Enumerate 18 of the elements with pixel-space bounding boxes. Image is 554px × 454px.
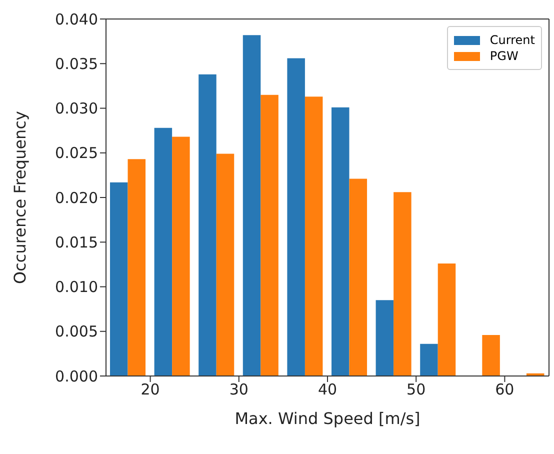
y-tick-label: 0.000 (55, 367, 98, 386)
x-tick-label: 20 (140, 380, 160, 399)
y-tick-label: 0.020 (55, 188, 98, 207)
y-tick-label: 0.030 (55, 100, 98, 118)
x-tick-label: 40 (318, 380, 338, 399)
y-tick-label: 0.025 (55, 144, 98, 162)
y-tick-label: 0.040 (55, 10, 98, 28)
y-tick-label: 0.015 (55, 233, 98, 252)
y-tick-label: 0.005 (55, 322, 98, 341)
y-axis-title: Occurence Frequency (10, 111, 30, 284)
legend-label: Current (490, 33, 535, 47)
x-axis-title: Max. Wind Speed [m/s] (234, 409, 420, 428)
legend-label: PGW (490, 49, 518, 63)
x-tick-label: 30 (229, 380, 248, 399)
x-tick-label: 50 (406, 380, 426, 399)
y-tick-label: 0.035 (55, 54, 98, 73)
y-tick-label: 0.010 (55, 278, 98, 296)
x-tick-label: 60 (495, 380, 514, 399)
